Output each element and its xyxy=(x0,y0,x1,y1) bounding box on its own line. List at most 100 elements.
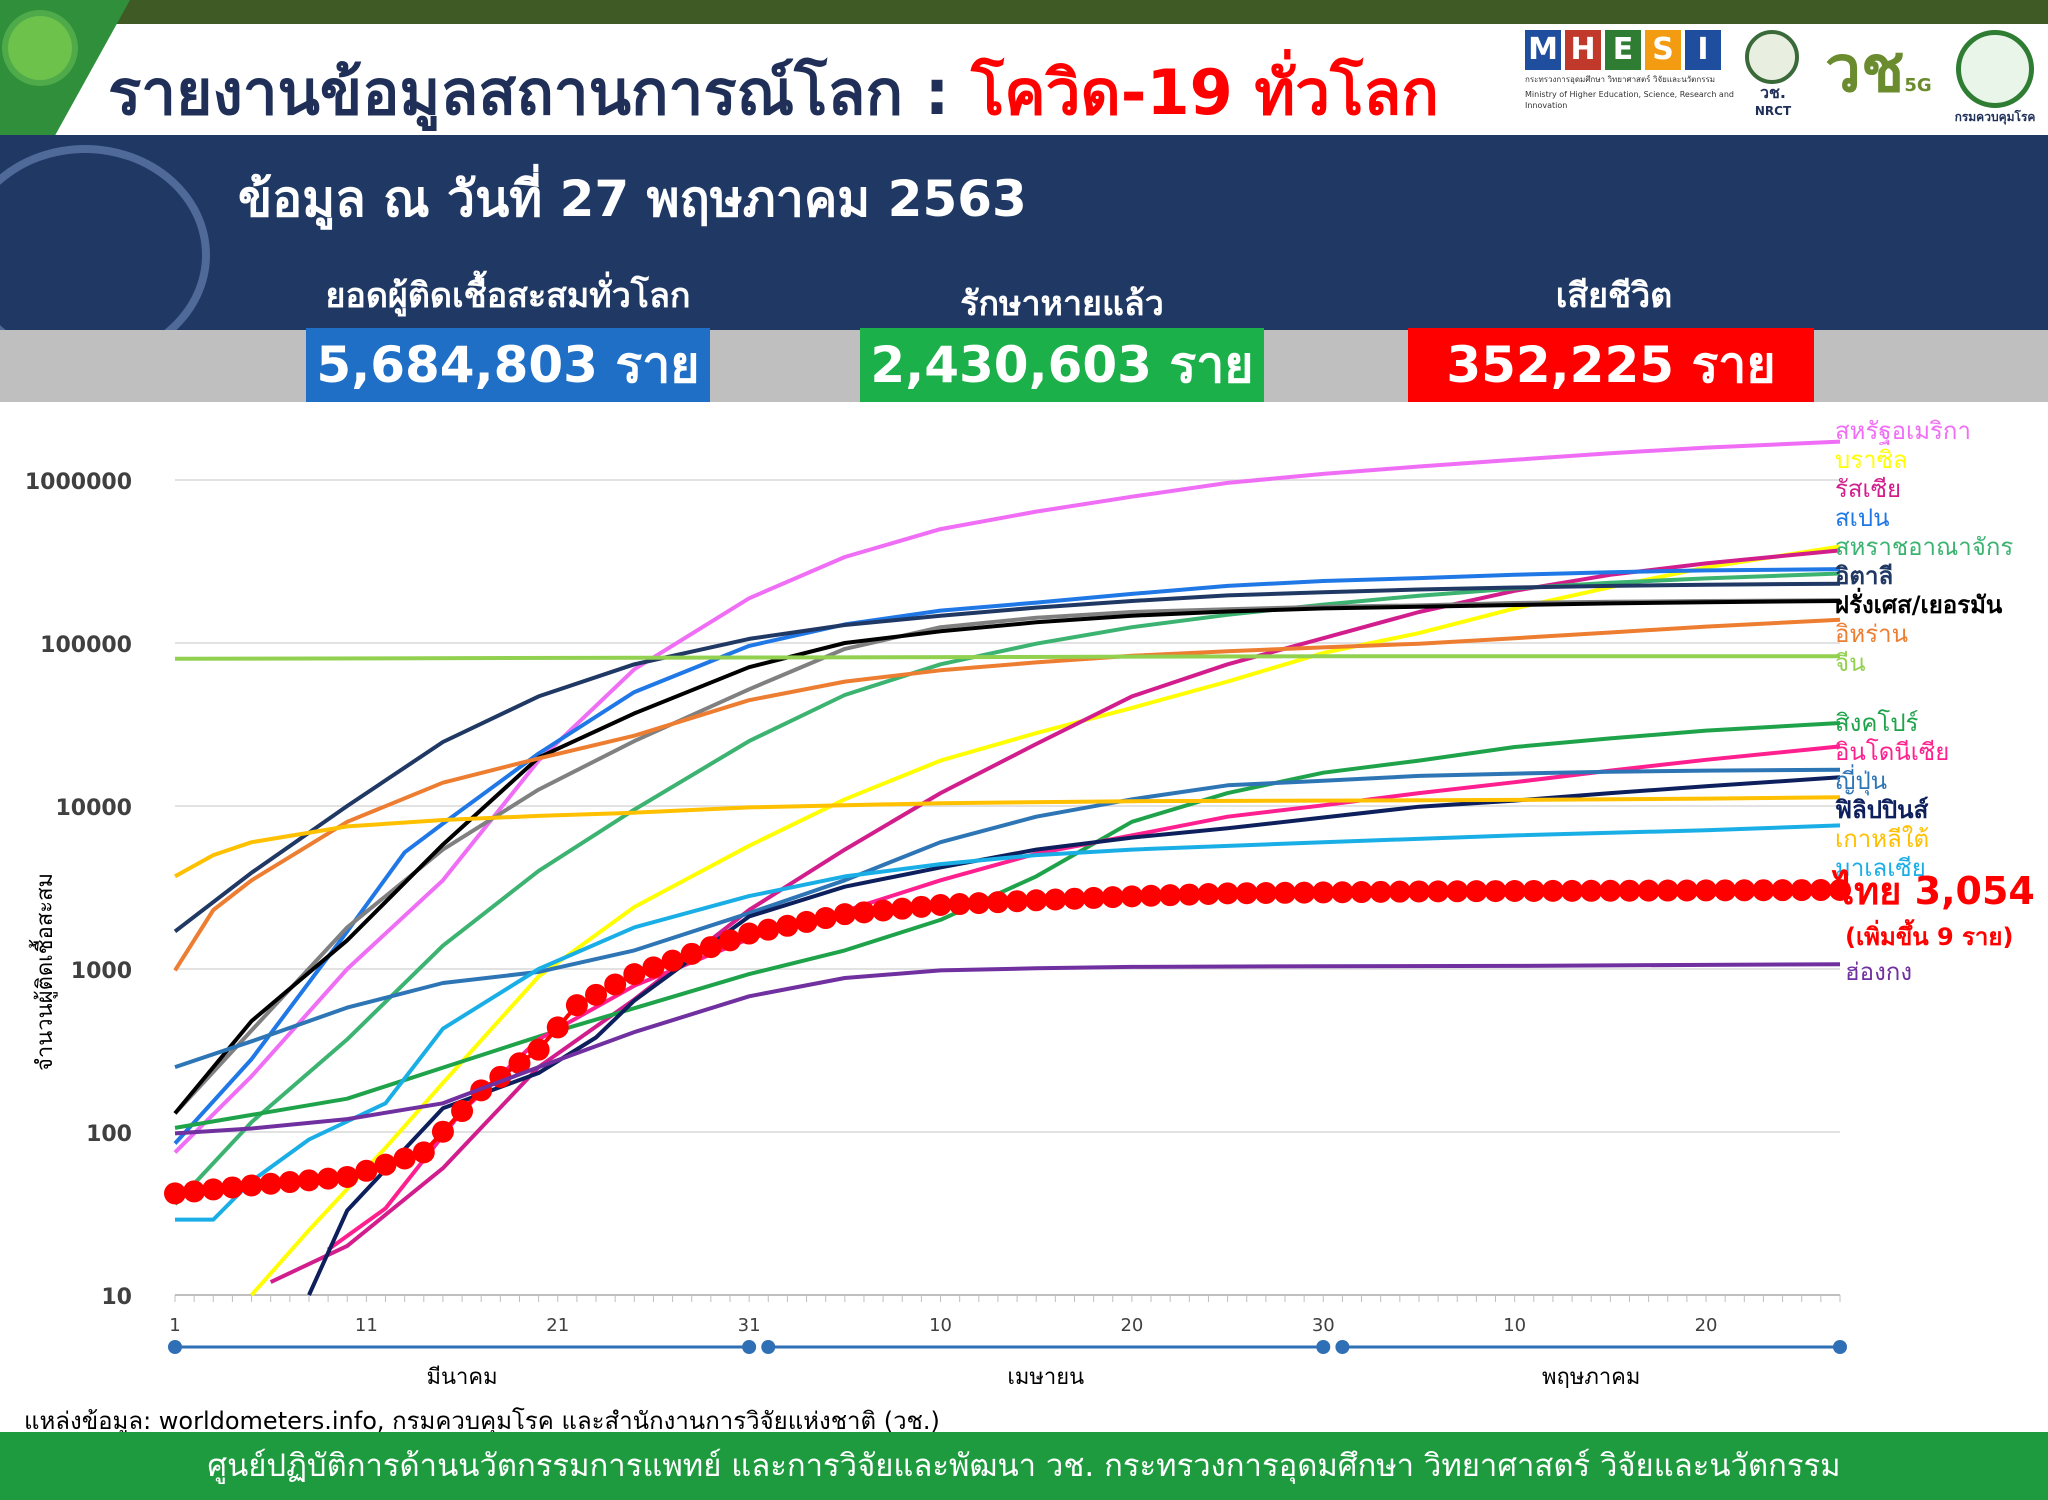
thailand-point xyxy=(986,891,1009,914)
thailand-point xyxy=(1771,879,1794,902)
y-tick-label: 1000000 xyxy=(25,470,132,495)
thailand-point xyxy=(1178,883,1201,906)
thailand-point xyxy=(1407,880,1430,903)
deaths-label: เสียชีวิต xyxy=(1555,276,1673,316)
nrct-text-en: NRCT xyxy=(1754,104,1792,118)
x-tick-label: 21 xyxy=(546,1315,569,1336)
footer-bar: ศูนย์ปฏิบัติการด้านนวัตกรรมการแพทย์ และก… xyxy=(0,1432,2048,1500)
thailand-point xyxy=(1790,879,1813,902)
month-bar-end-dot xyxy=(742,1340,757,1354)
thailand-point xyxy=(1331,881,1354,904)
thailand-point xyxy=(393,1147,416,1170)
summary-band xyxy=(0,135,2048,330)
thailand-point xyxy=(1159,884,1182,907)
thailand-point xyxy=(1675,879,1698,902)
thailand-point xyxy=(699,936,722,959)
thailand-point xyxy=(1580,879,1603,902)
x-tick-label: 20 xyxy=(1695,1315,1718,1336)
thailand-point xyxy=(872,899,895,922)
thailand-point xyxy=(412,1141,435,1164)
thailand-label: ไทย 3,054 xyxy=(1831,869,2035,913)
title-main: รายงานข้อมูลสถานการณ์โลก : xyxy=(108,56,971,129)
legend-label: อิหร่าน xyxy=(1835,620,1908,648)
x-tick-label: 30 xyxy=(1312,1315,1335,1336)
thailand-point xyxy=(814,907,837,930)
mhesi-letter: H xyxy=(1565,30,1601,70)
date-line: ข้อมูล ณ วันที่ 27 พฤษภาคม 2563 xyxy=(238,170,1027,228)
thailand-point xyxy=(355,1159,378,1182)
thailand-point xyxy=(1522,879,1545,902)
virus-icon xyxy=(8,16,72,80)
thailand-point xyxy=(1082,886,1105,909)
vch-5g: 5G xyxy=(1904,75,1932,96)
moph-logo: กรมควบคุมโรค xyxy=(1950,30,2040,126)
month-label: มีนาคม xyxy=(427,1365,498,1390)
thailand-point xyxy=(431,1120,454,1143)
month-bar-start-dot xyxy=(168,1340,182,1354)
thailand-point xyxy=(604,973,627,996)
month-label: พฤษภาคม xyxy=(1542,1365,1640,1390)
x-tick-label: 11 xyxy=(355,1315,378,1336)
thailand-point xyxy=(1427,880,1450,903)
series-line xyxy=(173,567,1841,1145)
nrct-seal-icon xyxy=(1745,30,1799,84)
thailand-point xyxy=(757,918,780,941)
month-bar-end-dot xyxy=(1833,1340,1847,1354)
thailand-point xyxy=(1637,879,1660,902)
thailand-point xyxy=(1503,879,1526,902)
thailand-point xyxy=(1369,880,1392,903)
vch-text: วช xyxy=(1825,33,1905,107)
series-line xyxy=(173,581,1841,933)
y-tick-label: 100 xyxy=(86,1122,132,1147)
series-line xyxy=(175,823,1841,1222)
thailand-point xyxy=(1197,882,1220,905)
thailand-point xyxy=(1541,879,1564,902)
thailand-point xyxy=(948,893,971,916)
thailand-point xyxy=(1446,880,1469,903)
thailand-point xyxy=(1293,881,1316,904)
thailand-point xyxy=(221,1176,244,1199)
thailand-point xyxy=(1101,886,1124,909)
thailand-point xyxy=(1618,879,1641,902)
thailand-point xyxy=(1388,880,1411,903)
legend-label: สเปน xyxy=(1835,504,1890,532)
thailand-point xyxy=(164,1182,186,1205)
thailand-point xyxy=(642,956,665,979)
mhesi-letter: E xyxy=(1605,30,1641,70)
mhesi-letter: S xyxy=(1645,30,1681,70)
thailand-point xyxy=(508,1052,531,1075)
series-line xyxy=(174,767,1841,1069)
thailand-point xyxy=(891,897,914,920)
thailand-point xyxy=(1656,879,1679,902)
thailand-point xyxy=(1733,879,1756,902)
month-label: เมษายน xyxy=(1007,1365,1084,1390)
page-title: รายงานข้อมูลสถานการณ์โลก : โควิด-19 ทั่ว… xyxy=(108,44,1439,142)
thailand-point xyxy=(1140,884,1163,907)
thailand-point xyxy=(680,942,703,965)
thailand-point xyxy=(527,1038,550,1061)
legend-label: อิตาลี xyxy=(1835,562,1893,590)
series-line xyxy=(174,795,1841,879)
thailand-point xyxy=(1044,888,1067,911)
mhesi-caption-th: กระทรวงการอุดมศึกษา วิทยาศาสตร์ วิจัยและ… xyxy=(1525,75,1716,84)
thailand-point xyxy=(1235,882,1258,905)
title-highlight: โควิด-19 ทั่วโลก xyxy=(970,56,1439,129)
legend-label: ฝรั่งเศส/เยอรมัน xyxy=(1835,587,2003,619)
legend-label: สหราชอาณาจักร xyxy=(1835,533,2013,561)
legend-label: จีน xyxy=(1835,649,1865,677)
mhesi-letter: M xyxy=(1525,30,1561,70)
thailand-point xyxy=(795,910,818,933)
thailand-point xyxy=(1063,887,1086,910)
top-bar xyxy=(0,0,2048,24)
cases-value: 5,684,803 ราย xyxy=(306,328,710,402)
source-note: แหล่งข้อมูล: worldometers.info, กรมควบคุ… xyxy=(24,1407,940,1435)
mhesi-caption-en: Ministry of Higher Education, Science, R… xyxy=(1525,90,1734,110)
thailand-point xyxy=(565,994,588,1017)
x-tick-label: 10 xyxy=(1503,1315,1526,1336)
thailand-point xyxy=(1484,880,1507,903)
thailand-point xyxy=(1829,878,1851,901)
thailand-point xyxy=(336,1165,359,1188)
thailand-point xyxy=(719,929,741,952)
